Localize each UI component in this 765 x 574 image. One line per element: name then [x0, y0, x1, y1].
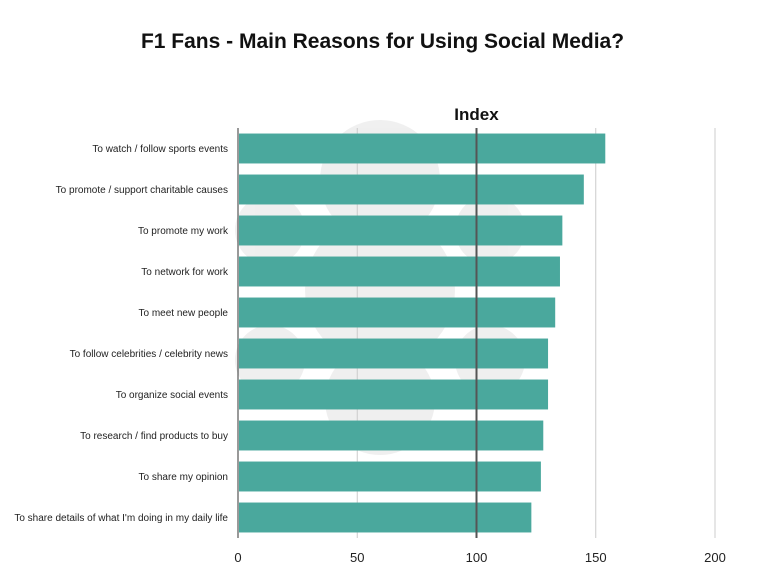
- bar: [239, 502, 532, 533]
- bar: [239, 133, 606, 164]
- category-label: To follow celebrities / celebrity news: [70, 349, 228, 360]
- category-label: To organize social events: [116, 390, 228, 401]
- x-tick-label: 0: [234, 550, 241, 565]
- bar: [239, 338, 549, 369]
- category-label: To watch / follow sports events: [92, 144, 228, 155]
- bar: [239, 379, 549, 410]
- x-tick-label: 200: [704, 550, 726, 565]
- x-tick-label: 100: [466, 550, 488, 565]
- x-tick-label: 50: [350, 550, 364, 565]
- x-tick-label: 150: [585, 550, 607, 565]
- bar: [239, 174, 584, 205]
- reference-line-label: Index: [454, 105, 499, 124]
- bar: [239, 256, 560, 287]
- category-label: To promote my work: [138, 226, 229, 237]
- category-label: To promote / support charitable causes: [56, 185, 228, 196]
- bar: [239, 297, 556, 328]
- chart-title: F1 Fans - Main Reasons for Using Social …: [140, 30, 625, 53]
- bar: [239, 215, 563, 246]
- bar: [239, 461, 541, 492]
- bar: [239, 420, 544, 451]
- category-label: To research / find products to buy: [80, 431, 228, 442]
- category-label: To share details of what I'm doing in my…: [14, 513, 228, 524]
- category-label: To share my opinion: [139, 472, 229, 483]
- category-label: To meet new people: [138, 308, 228, 319]
- category-label: To network for work: [141, 267, 229, 278]
